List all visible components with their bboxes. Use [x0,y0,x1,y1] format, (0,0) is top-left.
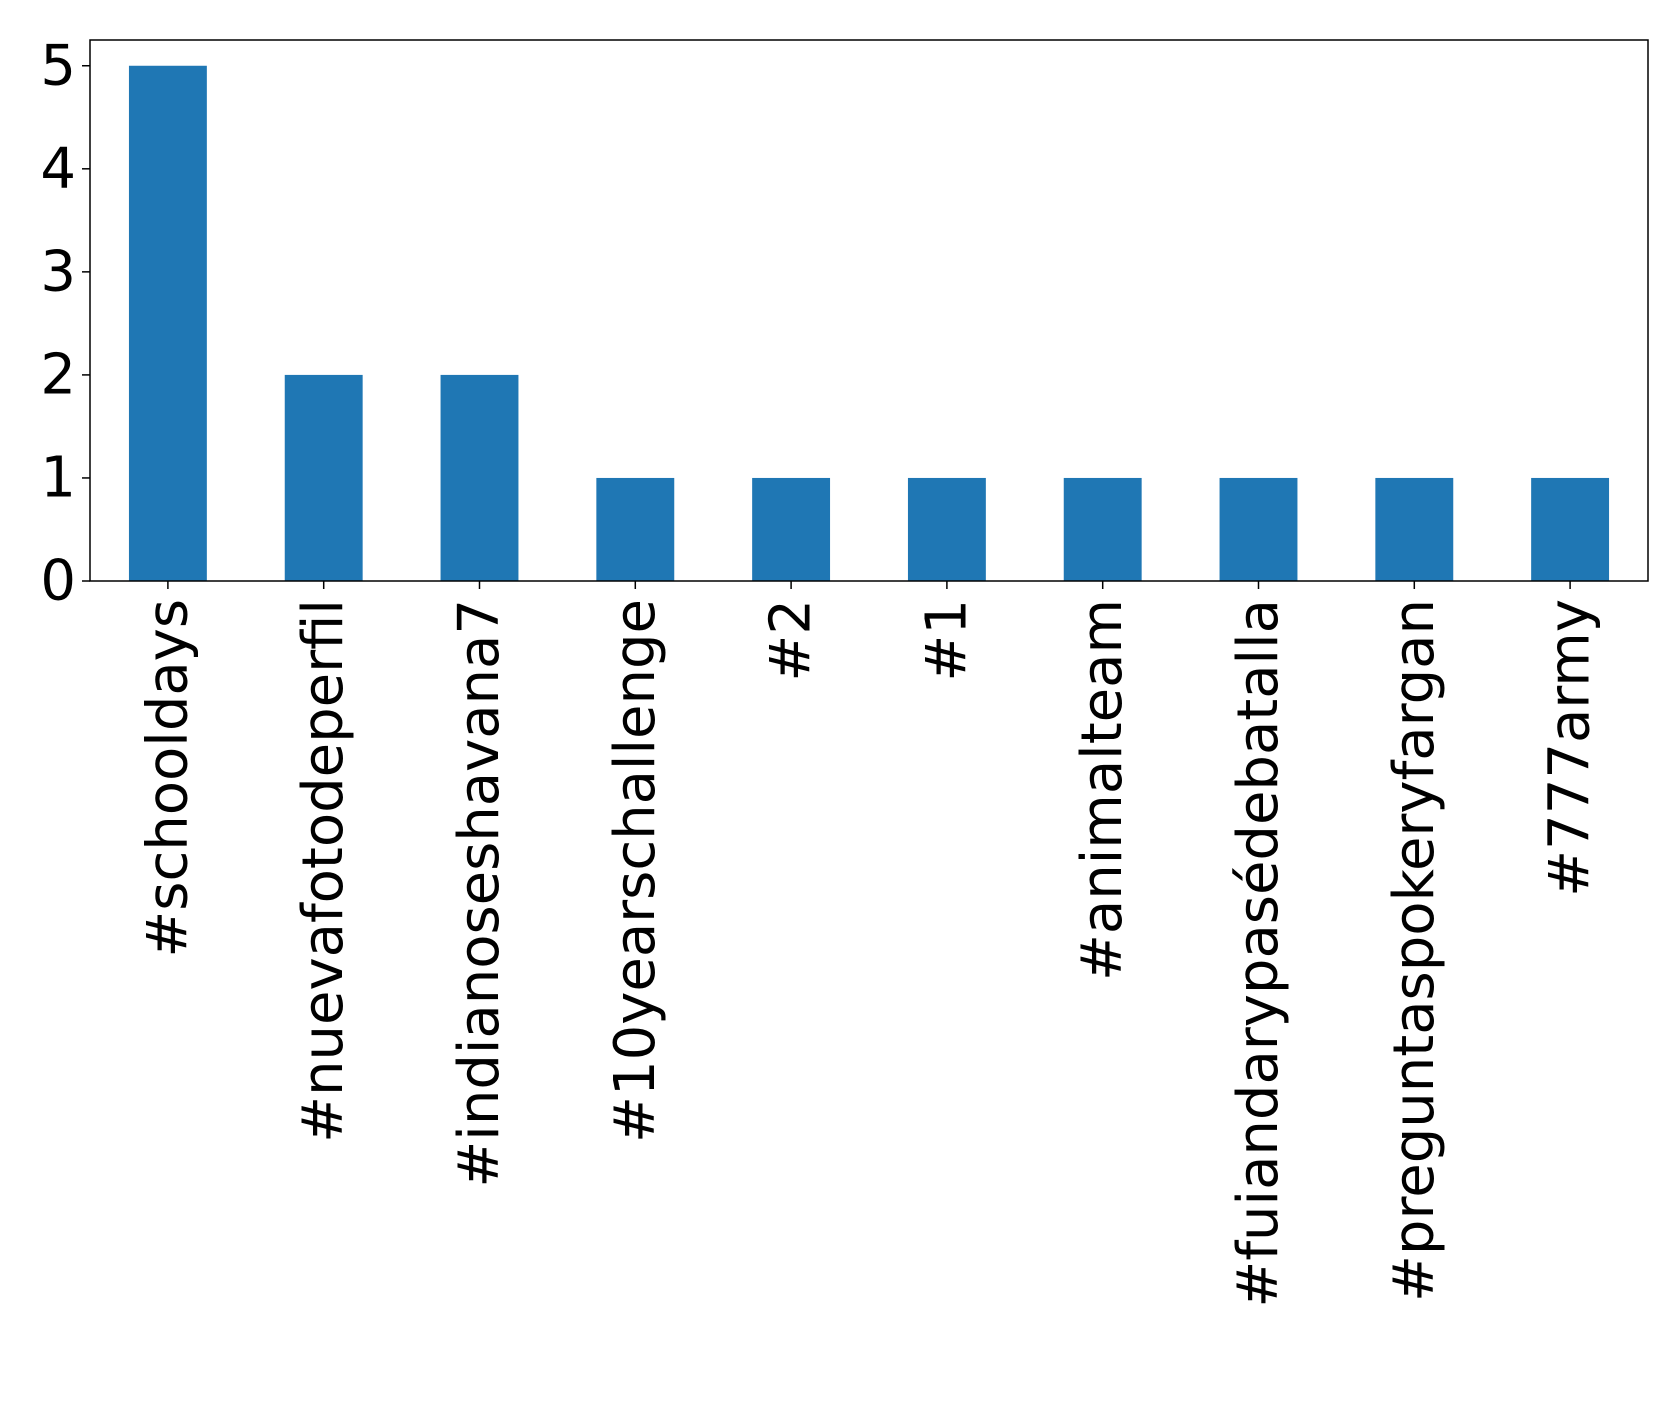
x-tick-label-8: #preguntaspokeryfargan [1382,599,1447,1302]
bar-5 [907,477,986,581]
x-tick-label-0: #schooldays [135,599,200,958]
x-tick-label-9: #777army [1538,599,1603,897]
bar-1 [284,374,363,581]
x-tick-label-5: #1 [914,599,979,682]
y-tick-label-0: 0 [40,549,76,614]
bar-6 [1063,477,1142,581]
bar-4 [752,477,831,581]
x-tick-label-3: #10yearschallenge [603,599,668,1143]
plot-frame [89,39,1649,582]
bar-8 [1375,477,1454,581]
y-tick-label-3: 3 [40,239,76,304]
bar-3 [596,477,675,581]
bar-2 [440,374,519,581]
y-tick-label-1: 1 [40,445,76,510]
bar-7 [1219,477,1298,581]
y-tick-label-5: 5 [40,33,76,98]
x-tick-label-1: #nuevafotodeperfil [291,599,356,1143]
x-tick-label-6: #animalteam [1070,599,1135,981]
bar-0 [128,65,207,581]
bar-9 [1531,477,1610,581]
y-tick-label-2: 2 [40,342,76,407]
x-tick-label-7: #fuiandarypasédebatalla [1226,599,1291,1308]
bars-group [128,65,1610,581]
x-axis: #schooldays #nuevafotodeperfil #indianoses… [135,581,1603,1308]
x-tick-label-4: #2 [759,599,824,682]
x-tick-label-2: #indianoseshavana7 [447,599,512,1188]
y-tick-label-4: 4 [40,136,76,201]
y-axis: 0 1 2 3 4 5 [40,33,90,614]
